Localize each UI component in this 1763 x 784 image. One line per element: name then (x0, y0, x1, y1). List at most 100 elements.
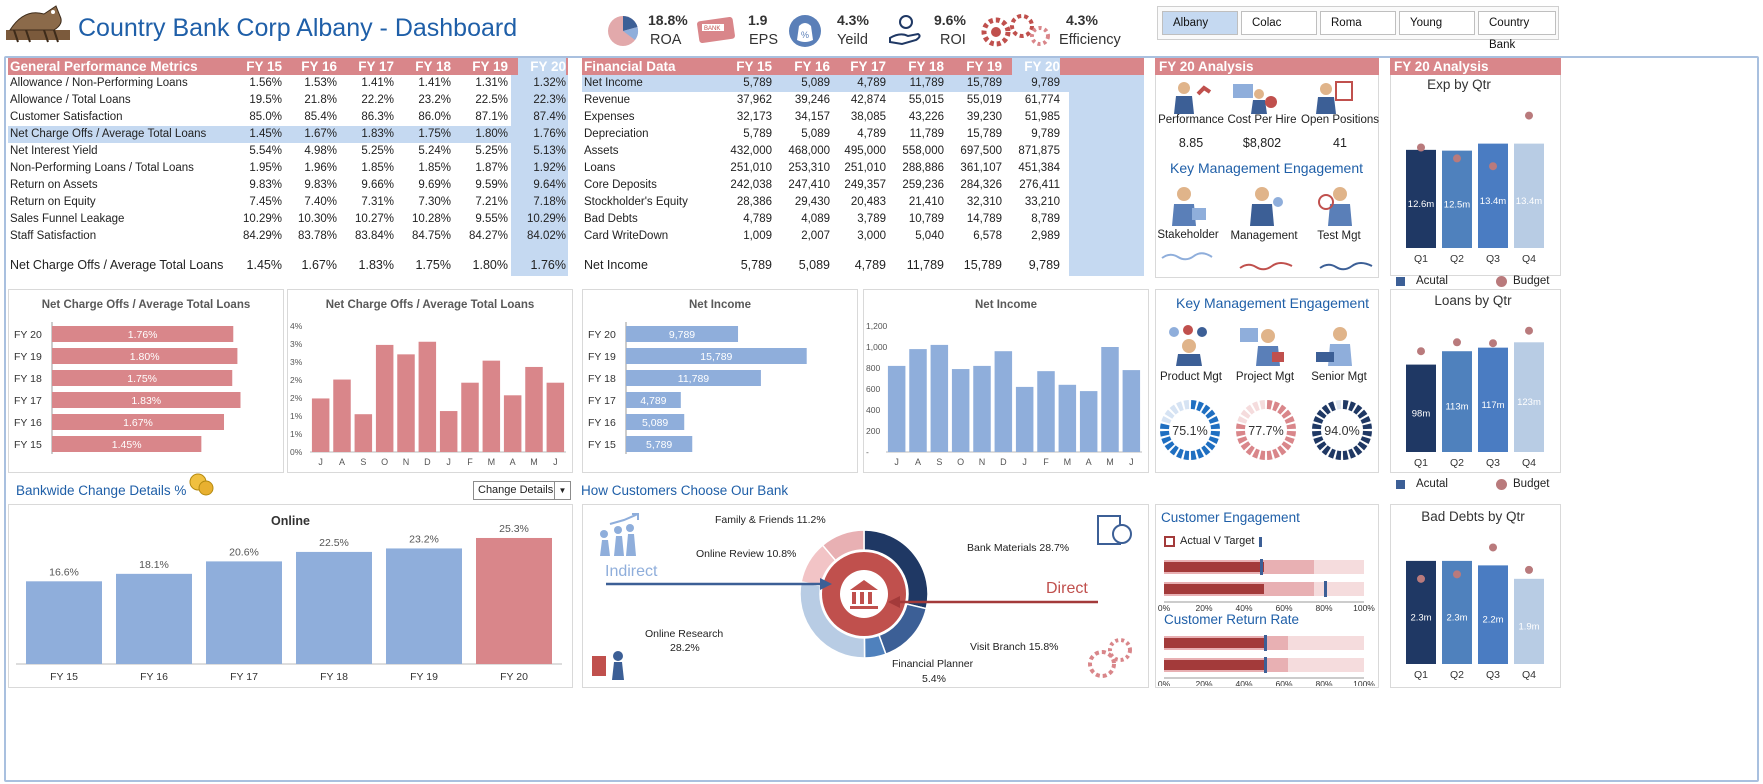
fin-header-col: FY 16 (794, 59, 830, 74)
gauge-segment (1281, 409, 1292, 419)
gauge-segment (1277, 404, 1287, 415)
gpm-row-value: 1.85% (418, 162, 451, 174)
fin-row-label: Expenses (584, 111, 635, 123)
gpm-row-value: 1.53% (304, 77, 337, 89)
gpm-row-value: 7.18% (533, 196, 566, 208)
nco-monthly-y-tick: 0% (290, 447, 303, 457)
nco-hbar-category-label: FY 15 (14, 439, 42, 451)
nco-hbar-bar (52, 414, 225, 430)
exp-qtr-chart: 12.6m Q1 12.5m Q2 13.4m Q3 13.4m Q4 (1406, 111, 1544, 265)
loans-qtr-chart: 98m Q1 113m Q2 117m Q3 123m Q4 (1406, 326, 1544, 469)
gpm-row-label: Return on Assets (10, 179, 98, 191)
loans-qtr-data-label: 117m (1481, 400, 1504, 411)
nco-hbar-category-label: FY 17 (14, 395, 42, 407)
gauge-segment (1335, 400, 1342, 410)
engagement-tick: 40% (1235, 603, 1252, 613)
gpm-row-value: 7.40% (304, 196, 337, 208)
gauge-segment (1161, 436, 1172, 444)
kpi-roi-label: ROI (940, 32, 966, 48)
online-data-label: 25.3% (499, 523, 529, 535)
branch-tab-colac[interactable]: Colac (1241, 11, 1317, 35)
people-growth-icon (600, 513, 639, 556)
fin-row-value: 14,789 (966, 213, 1002, 225)
netincome-monthly-x-tick: N (979, 457, 986, 467)
gpm-row: Return on Equity 7.45% 7.40% 7.31% 7.30% 7.21… (8, 194, 568, 211)
gpm-row-value: 5.25% (475, 145, 508, 157)
gauge-segment (1245, 404, 1255, 415)
kme-gauges: 75.1% 77.7% 94.0% (1160, 400, 1372, 460)
netincome-hbar-category-label: FY 17 (588, 395, 616, 407)
gpm-header-col: FY 15 (246, 59, 282, 74)
fin-summary-value: 9,789 (1028, 258, 1060, 272)
engagement-tick: 80% (1315, 603, 1332, 613)
gpm-row-value: 86.0% (418, 111, 451, 123)
gpm-row: Return on Assets 9.83% 9.83% 9.66% 9.69% 9.59… (8, 177, 568, 194)
customers-indirect-label: Indirect (605, 563, 658, 580)
nco-monthly-y-tick: 2% (290, 375, 303, 385)
change-details-dropdown[interactable]: Change Details ▼ (473, 481, 571, 500)
gauge-segment (1328, 448, 1336, 459)
kpi-roa-label: ROA (650, 32, 682, 48)
gauge-segment (1286, 430, 1296, 437)
fin-row-value: 4,789 (857, 77, 886, 89)
branch-tab-country-bank[interactable]: Country Bank (1478, 11, 1556, 51)
gauge-segment (1316, 409, 1327, 419)
legend-budget-dot (1496, 479, 1507, 490)
branch-tab-albany[interactable]: Albany (1162, 11, 1238, 35)
gauge-segment (1328, 401, 1336, 412)
gpm-row-value: 9.83% (249, 179, 282, 191)
gpm-row-value: 1.95% (249, 162, 282, 174)
gpm-row-value: 19.5% (249, 94, 282, 106)
gauge-segment (1348, 401, 1356, 412)
gpm-row-value: 23.2% (418, 94, 451, 106)
nco-monthly-bar (311, 398, 330, 452)
baddebts-qtr-title: Bad Debts by Qtr (1421, 509, 1525, 524)
gpm-row-value: 9.64% (533, 179, 566, 191)
gpm-row-value: 7.30% (418, 196, 451, 208)
netincome-monthly-chart: - 200 400 600 800 1,000 1,200 J A S O N D J F M A M J (866, 321, 1142, 467)
branch-tab-roma[interactable]: Roma (1320, 11, 1396, 35)
baddebts-qtr-x-tick: Q4 (1522, 669, 1536, 681)
customers-donut-chart (606, 529, 1098, 659)
baddebts-qtr-budget-dot (1417, 574, 1425, 583)
fin-row-value: 2,007 (801, 230, 830, 242)
nco-monthly-y-tick: 1% (290, 411, 303, 421)
fin-row-value: 15,789 (966, 77, 1002, 89)
nco-monthly-bar (503, 395, 522, 452)
netincome-monthly-bar (1122, 370, 1141, 452)
fin-row-value: 242,038 (730, 179, 772, 191)
gpm-row-value: 83.84% (354, 230, 394, 242)
nco-monthly-x-tick: O (381, 457, 388, 467)
nco-hbar-bar (52, 392, 241, 408)
gauge-segment (1281, 441, 1292, 451)
nco-monthly-bar (461, 382, 479, 452)
netincome-monthly-bar (951, 369, 970, 452)
exp-qtr-budget-dot (1489, 162, 1497, 171)
exp-qtr-header: FY 20 Analysis (1390, 58, 1561, 75)
fin-row: Depreciation 5,789 5,089 4,789 11,789 15,789 9… (582, 126, 1142, 143)
nco-hbar-category-label: FY 20 (14, 329, 42, 341)
netincome-hbar-category-label: FY 15 (588, 439, 616, 451)
return-rate-bullet-chart: 0% 20% 40% 60% 80% 100% (1158, 635, 1375, 686)
nco-monthly-bar (397, 354, 415, 452)
fin-row-value: 468,000 (788, 145, 830, 157)
gpm-summary-value: 1.83% (358, 258, 394, 272)
fin-row-value: 5,089 (801, 77, 830, 89)
product-mgt-icon (1169, 325, 1207, 366)
svg-text:BANK: BANK (704, 26, 720, 32)
gpm-row-value: 10.29% (526, 213, 566, 225)
gpm-row-value: 1.45% (249, 128, 282, 140)
gpm-row-value: 1.67% (304, 128, 337, 140)
exp-qtr-bar (1478, 143, 1508, 248)
netincome-hbar-data-label: 5,089 (642, 417, 668, 429)
branch-tab-young[interactable]: Young (1399, 11, 1475, 35)
nco-monthly-bar (525, 366, 543, 452)
nco-monthly-y-tick: 1% (290, 429, 303, 439)
exp-qtr-x-tick: Q1 (1414, 253, 1428, 265)
gpm-row: Sales Funnel Leakage 10.29% 10.30% 10.27% 10… (8, 211, 568, 228)
online-bar (116, 573, 192, 664)
online-data-label: 18.1% (139, 559, 169, 571)
gauge-segment (1362, 423, 1372, 430)
gpm-row-value: 7.45% (249, 196, 282, 208)
netincome-monthly-bar (909, 349, 927, 452)
